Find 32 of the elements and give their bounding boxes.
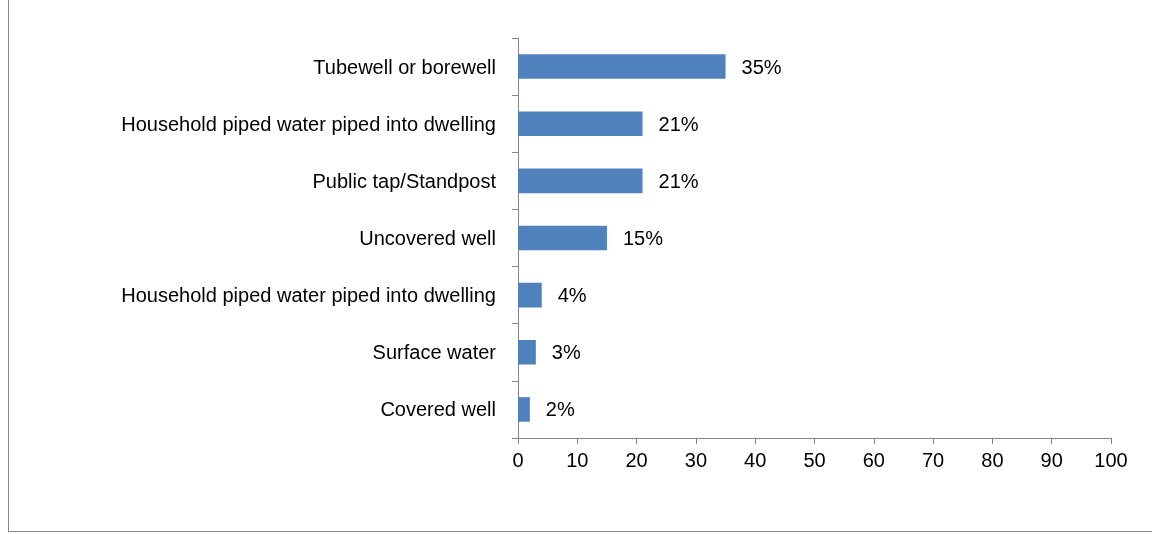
bar [518,168,643,194]
y-tick-label: Covered well [380,398,496,421]
x-tick-label: 20 [625,449,648,471]
y-tick-label: Tubewell or borewell [313,55,496,78]
y-tick-label: Surface water [372,341,497,364]
x-tick-label: 100 [1094,449,1128,471]
x-tick-label: 60 [862,449,885,471]
x-tick-label: 10 [566,449,589,471]
y-tick-label: Uncovered well [359,227,496,249]
y-tick-label: Household piped water piped into dwelling [121,112,496,135]
bar [518,282,542,308]
data-label: 21% [658,169,699,192]
data-label: 35% [741,55,782,78]
x-tick-label: 80 [981,449,1004,471]
data-label: 21% [658,112,699,135]
data-label: 2% [545,398,575,421]
data-label: 15% [622,227,664,249]
bar [518,111,643,136]
data-label: 3% [551,341,581,364]
bar [518,340,536,365]
y-tick-label: Household piped water piped into dwelling [121,284,496,307]
x-tick-label: 70 [921,449,945,471]
bar [518,225,607,251]
x-tick-label: 40 [744,449,767,471]
data-label: 4% [557,284,587,307]
bar [518,397,530,422]
y-tick-label: Public tap/Standpost [312,169,497,192]
bar [518,54,726,79]
x-tick-label: 50 [803,449,826,471]
x-tick-label: 0 [512,449,524,471]
x-tick-label: 30 [684,449,708,471]
x-tick-label: 90 [1040,449,1063,471]
